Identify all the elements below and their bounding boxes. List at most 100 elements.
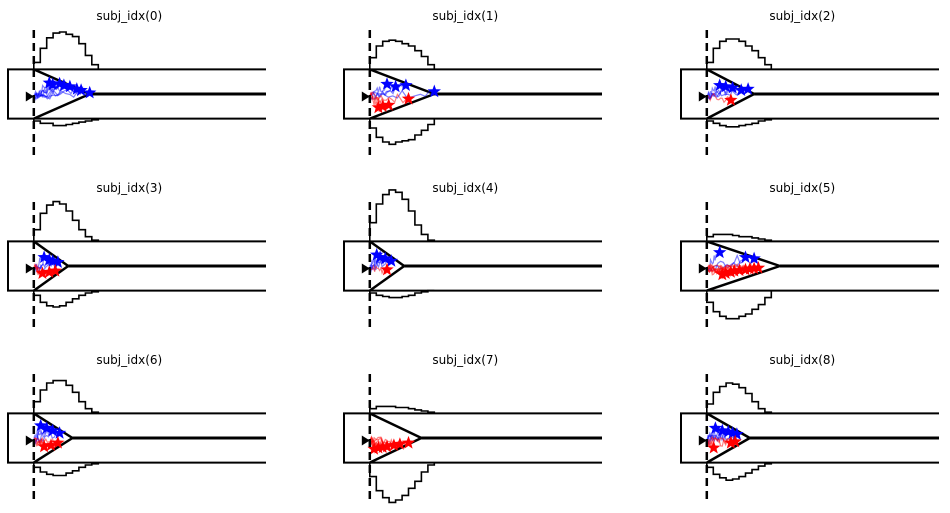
upper-endpoint-star xyxy=(380,77,394,90)
upper-endpoint-star xyxy=(51,255,65,268)
upper-rt-histogram xyxy=(368,39,436,70)
lower-endpoint-star xyxy=(715,267,729,281)
lower-endpoint-star xyxy=(35,266,50,279)
lower-endpoint-star xyxy=(380,439,394,453)
left-bracket-line xyxy=(680,68,707,120)
lower-rt-histogram xyxy=(32,290,100,308)
lower-bound-line xyxy=(33,436,74,464)
start-point-marker xyxy=(25,435,34,446)
lower-bound-line xyxy=(369,92,435,120)
start-point-marker xyxy=(698,435,707,446)
lower-bound-line xyxy=(706,436,751,464)
upper-rt-histogram xyxy=(32,31,100,70)
lower-endpoint-star xyxy=(376,99,390,112)
lower-endpoint-star xyxy=(44,438,58,451)
lower-endpoint-star xyxy=(380,262,394,276)
start-point-marker xyxy=(698,91,707,102)
lower-endpoint-star xyxy=(738,262,753,276)
panel-title: subj_idx(8) xyxy=(769,353,835,367)
left-bracket-line xyxy=(680,240,707,292)
upper-rt-histogram xyxy=(32,200,100,242)
panel-title: subj_idx(5) xyxy=(769,181,835,195)
lower-endpoint-star xyxy=(371,440,386,454)
upper-rt-histogram xyxy=(705,38,773,70)
lower-bound-line xyxy=(33,92,91,120)
upper-endpoint-star xyxy=(370,247,384,261)
upper-endpoint-star xyxy=(46,423,60,437)
lower-endpoint-star xyxy=(401,91,416,105)
lower-endpoint-star xyxy=(747,261,761,275)
upper-rt-histogram xyxy=(705,382,773,414)
upper-rt-histogram xyxy=(368,405,436,414)
lower-endpoint-star xyxy=(724,265,738,278)
start-point-marker xyxy=(361,91,370,102)
left-bracket-line xyxy=(343,412,370,464)
upper-endpoint-star xyxy=(738,250,753,263)
lower-bound-line xyxy=(33,264,69,292)
lower-endpoint-star xyxy=(37,439,51,453)
lower-rt-histogram xyxy=(705,462,773,482)
panel-7: subj_idx(7) xyxy=(343,353,602,504)
upper-endpoint-star xyxy=(378,251,392,265)
panel-title: subj_idx(4) xyxy=(432,181,498,195)
upper-endpoint-star xyxy=(63,79,77,93)
upper-bound-line xyxy=(369,68,435,96)
panel-3: subj_idx(3) xyxy=(7,181,266,330)
left-bracket-line xyxy=(680,412,707,464)
panel-title: subj_idx(6) xyxy=(96,353,162,367)
upper-endpoint-star xyxy=(388,79,403,93)
panel-6: subj_idx(6) xyxy=(7,353,266,502)
upper-endpoint-star xyxy=(74,83,88,96)
upper-endpoint-star xyxy=(40,421,54,434)
upper-endpoint-star xyxy=(42,75,56,89)
lower-trajectory xyxy=(369,91,409,104)
lower-endpoint-star xyxy=(371,100,386,114)
left-bracket-line xyxy=(343,240,370,292)
upper-bound-line xyxy=(706,240,781,268)
lower-endpoint-star xyxy=(724,93,738,106)
upper-rt-histogram xyxy=(32,379,100,414)
lower-rt-histogram xyxy=(32,462,100,477)
upper-endpoint-star xyxy=(384,254,398,267)
lower-endpoint-star xyxy=(728,434,742,448)
upper-bound-line xyxy=(369,412,422,440)
start-point-marker xyxy=(361,435,370,446)
lower-endpoint-star xyxy=(382,98,396,111)
start-point-marker xyxy=(25,91,34,102)
lower-rt-histogram xyxy=(705,118,773,128)
lower-endpoint-star xyxy=(393,437,407,450)
panel-4: subj_idx(4) xyxy=(343,181,602,330)
left-bracket-line xyxy=(7,240,34,292)
upper-endpoint-star xyxy=(719,79,733,93)
lower-endpoint-star xyxy=(743,262,757,275)
upper-endpoint-star xyxy=(52,426,67,439)
lower-endpoint-star xyxy=(51,435,65,449)
panel-1: subj_idx(1) xyxy=(343,9,602,158)
lower-rt-histogram xyxy=(368,289,435,299)
left-bracket-line xyxy=(343,68,370,120)
start-point-marker xyxy=(25,263,34,274)
panel-2: subj_idx(2) xyxy=(680,9,939,158)
upper-endpoint-star xyxy=(741,82,755,95)
panel-title: subj_idx(0) xyxy=(96,9,162,23)
upper-endpoint-star xyxy=(730,427,744,440)
lower-endpoint-star xyxy=(727,263,741,277)
upper-endpoint-star xyxy=(734,83,748,96)
start-point-marker xyxy=(698,263,707,274)
lower-endpoint-star xyxy=(367,442,381,455)
lower-rt-histogram xyxy=(32,118,100,127)
upper-endpoint-star xyxy=(52,76,67,90)
lower-rt-histogram xyxy=(368,118,436,146)
lower-rt-histogram xyxy=(368,462,436,504)
left-bracket-line xyxy=(7,412,34,464)
upper-endpoint-star xyxy=(725,80,740,94)
upper-bound-line xyxy=(369,240,405,268)
upper-trajectory xyxy=(369,83,388,102)
upper-rt-histogram xyxy=(368,189,436,242)
upper-endpoint-star xyxy=(427,84,441,98)
upper-endpoint-star xyxy=(747,251,761,265)
upper-endpoint-star xyxy=(46,77,60,91)
lower-endpoint-star xyxy=(42,265,56,278)
lower-endpoint-star xyxy=(48,263,62,277)
lower-endpoint-star xyxy=(376,440,390,453)
